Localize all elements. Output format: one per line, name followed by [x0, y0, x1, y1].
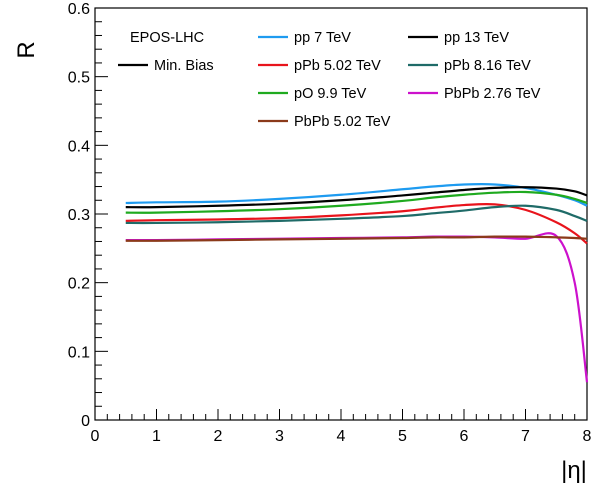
y-tick-label: 0 [81, 413, 90, 430]
x-tick-label: 3 [275, 428, 284, 445]
y-tick-label: 0.2 [68, 276, 90, 293]
series-line-3 [125, 202, 588, 245]
x-tick-label: 1 [152, 428, 161, 445]
y-tick-label: 0.3 [68, 207, 90, 224]
legend: EPOS-LHC Min. Bias pp 7 TeV pp 13 TeV pPb 5.… [118, 30, 541, 130]
x-tick-label: 7 [521, 428, 530, 445]
series-line-5 [125, 190, 588, 214]
y-tick-label: 0.6 [68, 1, 90, 18]
legend-entry-1: pp 7 TeV [294, 30, 351, 46]
legend-entry-4: pPb 8.16 TeV [444, 58, 531, 74]
y-tick-label: 0.5 [68, 70, 90, 87]
y-tick-label: 0.4 [68, 138, 90, 155]
x-tick-label: 8 [583, 428, 592, 445]
legend-entry-7: PbPb 5.02 TeV [294, 114, 391, 130]
legend-entry-6: PbPb 2.76 TeV [444, 86, 541, 102]
x-tick-label: 6 [460, 428, 469, 445]
legend-entry-2: pp 13 TeV [444, 30, 509, 46]
legend-header: EPOS-LHC [130, 30, 204, 46]
x-tick-label: 2 [214, 428, 223, 445]
x-tick-label: 4 [337, 428, 346, 445]
series-line-2 [125, 186, 588, 209]
legend-entry-5: pO 9.9 TeV [294, 86, 367, 102]
legend-entry-0: Min. Bias [154, 58, 214, 74]
plot-area [94, 7, 588, 421]
x-tick-label: 5 [398, 428, 407, 445]
tick-labels: 0 1 2 3 4 5 6 7 8 0 0.1 0.2 0.3 0.4 0.5 0.6 [68, 1, 592, 445]
series-line-7 [125, 235, 588, 242]
series-line-4 [125, 204, 588, 225]
axis-ticks [94, 7, 588, 421]
plot-frame [94, 7, 588, 421]
x-axis-label: |η| [561, 457, 587, 484]
x-tick-label: 0 [91, 428, 100, 445]
y-axis-label: R [13, 41, 40, 58]
series-lines [125, 183, 589, 383]
y-tick-label: 0.1 [68, 344, 90, 361]
legend-entry-3: pPb 5.02 TeV [294, 58, 381, 74]
